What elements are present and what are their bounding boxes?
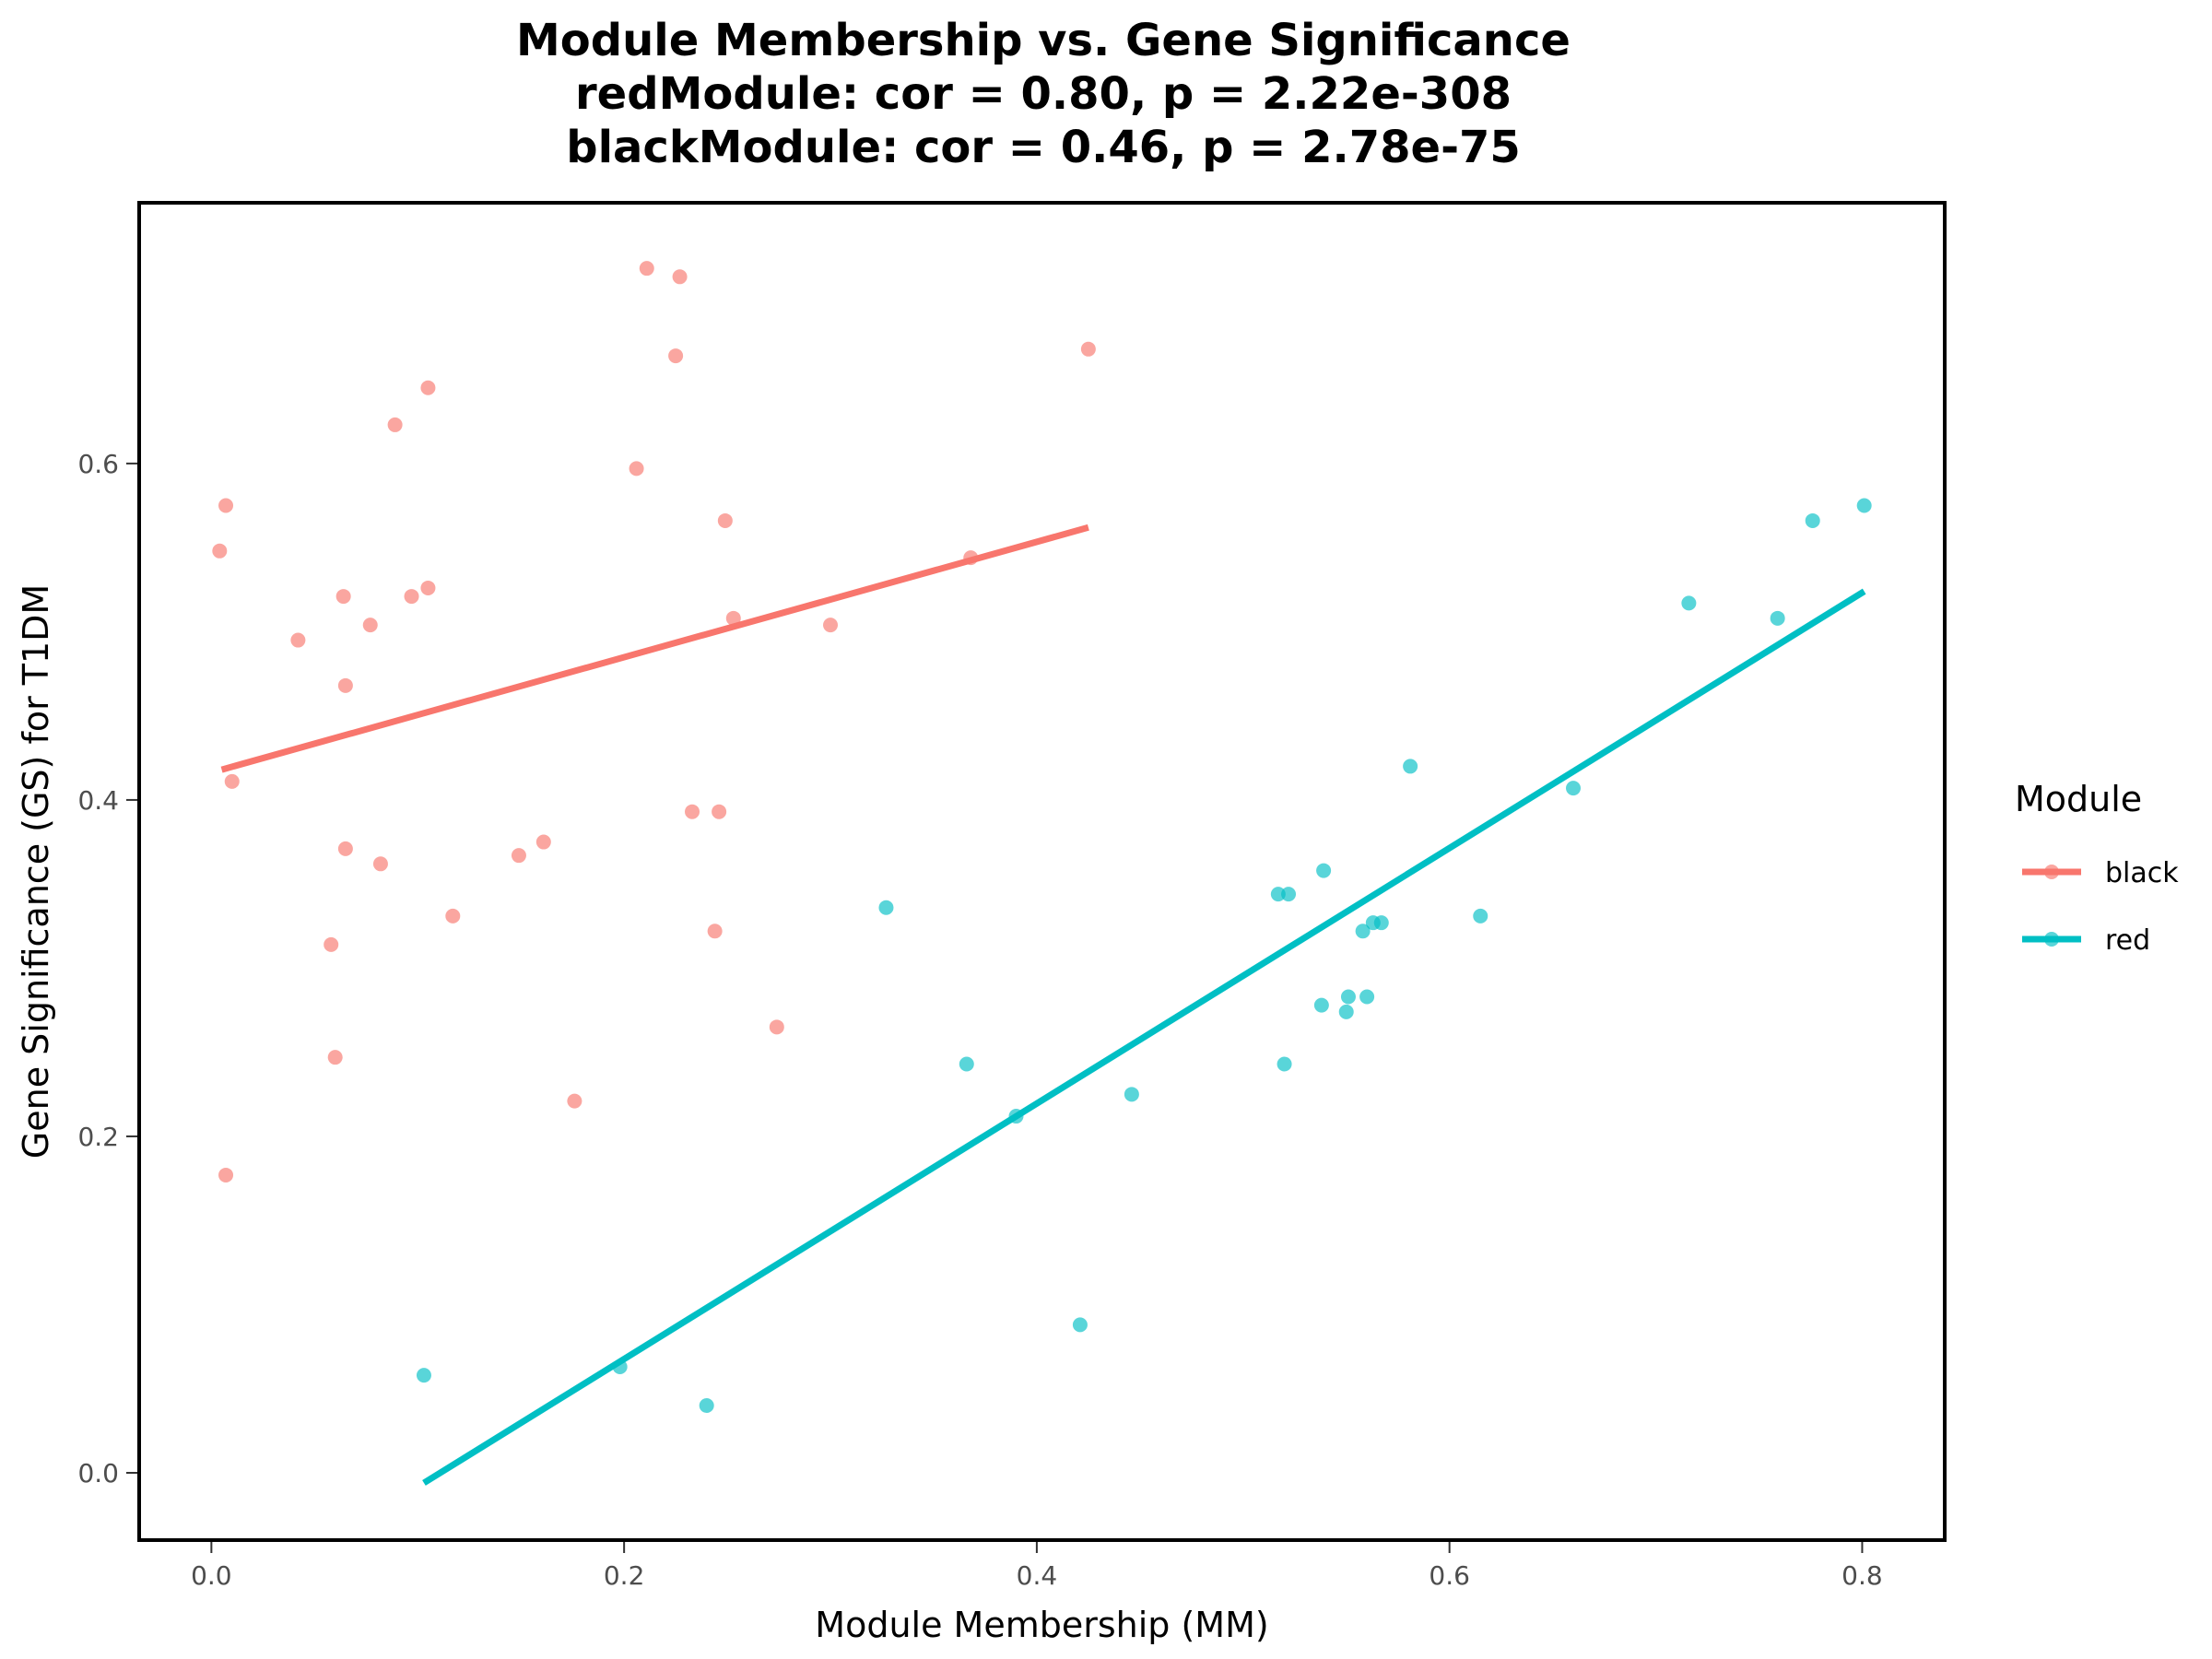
point-red-25 xyxy=(1856,498,1872,513)
point-black-25 xyxy=(707,924,723,939)
point-red-19 xyxy=(1403,759,1418,774)
point-black-17 xyxy=(511,848,526,864)
point-red-3 xyxy=(878,900,894,915)
title-line-3: blackModule: cor = 0.46, p = 2.78e-75 xyxy=(566,122,1521,173)
point-red-13 xyxy=(1338,1004,1354,1019)
point-red-6 xyxy=(1072,1317,1088,1333)
x-tick-label-4: 0.8 xyxy=(1841,1560,1883,1591)
x-tick-label-2: 0.4 xyxy=(1017,1560,1058,1591)
point-black-10 xyxy=(362,618,378,633)
point-red-9 xyxy=(1277,1056,1292,1072)
point-black-16 xyxy=(445,908,461,924)
point-black-2 xyxy=(224,773,240,789)
point-red-1 xyxy=(612,1359,628,1375)
point-black-1 xyxy=(218,498,234,513)
point-red-22 xyxy=(1681,595,1697,611)
point-black-31 xyxy=(963,550,979,566)
point-black-6 xyxy=(327,1050,343,1065)
point-red-4 xyxy=(959,1056,974,1072)
point-red-20 xyxy=(1473,908,1488,924)
point-black-21 xyxy=(639,261,654,276)
point-red-7 xyxy=(1124,1087,1139,1102)
point-red-10 xyxy=(1281,887,1297,902)
x-tick-label-1: 0.2 xyxy=(604,1560,645,1591)
legend-key-point-black xyxy=(2044,865,2059,879)
point-black-4 xyxy=(290,632,306,648)
point-red-11 xyxy=(1313,997,1329,1013)
x-tick-label-0: 0.0 xyxy=(191,1560,232,1591)
point-red-14 xyxy=(1340,989,1356,1005)
point-red-24 xyxy=(1805,512,1820,528)
point-black-0 xyxy=(212,543,228,559)
legend-label-black: black xyxy=(2105,857,2179,889)
chart-title: Module Membership vs. Gene Significance … xyxy=(516,15,1571,173)
legend-title: Module xyxy=(2015,779,2142,819)
point-black-12 xyxy=(387,417,403,432)
title-line-1: Module Membership vs. Gene Significance xyxy=(516,15,1571,66)
fit-line-red xyxy=(422,588,1866,1486)
point-red-23 xyxy=(1770,610,1785,626)
point-black-29 xyxy=(769,1019,784,1035)
point-black-13 xyxy=(404,589,419,605)
legend: Module black red xyxy=(2015,779,2179,957)
point-black-18 xyxy=(535,834,551,850)
fit-lines xyxy=(220,524,1866,1486)
point-red-18 xyxy=(1373,915,1389,931)
point-black-14 xyxy=(420,380,436,395)
point-red-0 xyxy=(416,1368,431,1383)
point-black-28 xyxy=(725,610,741,626)
point-red-2 xyxy=(699,1397,714,1413)
fit-line-black xyxy=(220,524,1089,773)
point-red-5 xyxy=(1008,1109,1024,1124)
point-black-5 xyxy=(324,936,339,952)
y-axis-title: Gene Significance (GS) for T1DM xyxy=(16,584,56,1159)
point-black-20 xyxy=(629,461,644,477)
x-tick-label-3: 0.6 xyxy=(1429,1560,1470,1591)
point-black-15 xyxy=(420,580,436,595)
data-points xyxy=(212,261,1872,1413)
point-black-23 xyxy=(672,269,688,285)
point-black-32 xyxy=(1080,341,1096,357)
point-black-30 xyxy=(823,618,839,633)
legend-label-red: red xyxy=(2105,924,2150,957)
y-axis-ticks: 0.0 0.2 0.4 0.6 xyxy=(77,449,137,1488)
plot-panel-border xyxy=(137,201,1947,1542)
title-line-2: redModule: cor = 0.80, p = 2.22e-308 xyxy=(575,68,1512,120)
y-tick-label-0: 0.0 xyxy=(77,1458,119,1488)
point-red-15 xyxy=(1355,924,1371,939)
y-tick-label-2: 0.4 xyxy=(77,785,119,816)
x-axis-title: Module Membership (MM) xyxy=(815,1605,1268,1645)
legend-key-point-red xyxy=(2044,932,2059,947)
x-axis-ticks: 0.0 0.2 0.4 0.6 0.8 xyxy=(191,1542,1883,1591)
point-black-11 xyxy=(372,856,388,872)
point-black-27 xyxy=(717,512,733,528)
point-red-12 xyxy=(1316,863,1332,878)
point-black-7 xyxy=(335,589,351,605)
point-black-19 xyxy=(567,1093,582,1109)
point-black-8 xyxy=(337,677,353,693)
point-black-24 xyxy=(685,804,700,819)
point-red-16 xyxy=(1359,989,1375,1005)
point-black-26 xyxy=(712,804,727,819)
point-red-21 xyxy=(1566,781,1582,796)
point-black-22 xyxy=(668,348,684,364)
y-tick-label-3: 0.6 xyxy=(77,449,119,479)
point-black-3 xyxy=(218,1167,234,1182)
y-tick-label-1: 0.2 xyxy=(77,1122,119,1152)
point-red-8 xyxy=(1270,887,1286,902)
point-black-9 xyxy=(337,841,353,856)
